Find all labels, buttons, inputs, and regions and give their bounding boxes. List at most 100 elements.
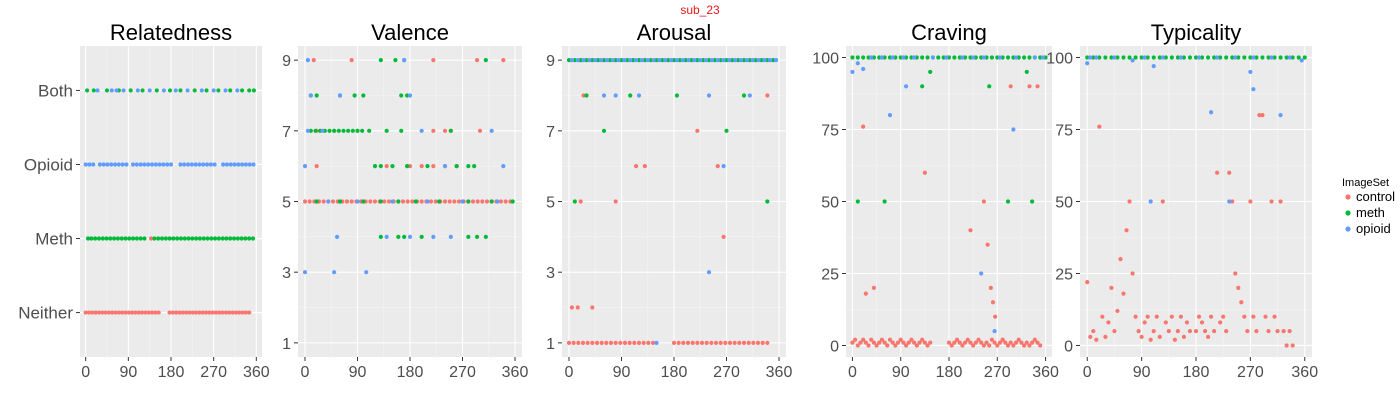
data-point [390,199,395,204]
data-point [1242,55,1247,60]
data-point [1193,55,1199,60]
data-point [922,340,927,345]
data-point [227,310,232,315]
data-point [1269,55,1274,60]
data-point [576,340,581,345]
data-point [690,340,695,345]
data-point [199,88,204,93]
data-point [1094,55,1099,60]
data-point [178,236,184,241]
data-point [361,93,366,98]
data-point [89,236,94,241]
data-point [367,128,372,133]
data-point [677,58,682,63]
data-point [681,340,686,345]
data-point [1302,55,1307,60]
series-meth [308,58,515,239]
data-point [1212,328,1217,334]
data-point [305,58,311,63]
data-point [510,199,515,204]
data-point [1257,113,1262,118]
data-point [114,88,119,93]
data-point [153,310,158,315]
data-point [466,199,471,204]
data-point [350,128,355,133]
data-point [123,236,128,241]
data-point [1103,55,1108,60]
data-point [1254,55,1259,60]
data-point [180,310,185,315]
data-point [1215,55,1220,60]
data-point [914,343,919,348]
data-point [1209,314,1214,319]
data-point [466,164,471,169]
x-tick-label: 90 [1133,364,1151,381]
data-point [981,343,986,348]
data-point [699,340,705,345]
data-point [898,337,903,342]
data-point [874,343,879,348]
data-point [1139,55,1144,60]
data-point [1136,328,1141,334]
data-point [885,343,890,348]
data-point [584,58,589,63]
data-point [1172,337,1177,342]
data-point [326,199,331,204]
data-point [466,234,471,239]
y-tick-label: 9 [282,53,291,70]
data-point [1212,55,1217,60]
data-point [378,199,383,204]
data-point [243,236,248,241]
data-point [610,58,615,63]
data-point [216,236,221,241]
data-point [130,236,136,241]
data-point [1205,334,1211,339]
data-point [987,343,992,348]
data-point [165,162,170,167]
data-point [1236,285,1241,290]
data-point [228,236,233,241]
data-point [578,58,583,63]
data-point [1209,110,1214,115]
data-point [718,58,723,63]
data-point [607,58,612,63]
data-point [674,93,680,98]
legend-label: control [1356,189,1395,204]
y-tick-label: 75 [1055,123,1073,140]
data-point [1266,328,1271,334]
data-point [1151,328,1156,334]
y-tick-label: 3 [546,265,555,282]
data-point [239,88,245,93]
data-point [116,162,121,167]
data-point [1157,55,1162,60]
data-point [1227,199,1232,204]
data-point [1148,199,1153,204]
data-point [861,66,866,72]
data-point [741,93,747,98]
data-point [771,58,776,63]
data-point [224,236,229,241]
data-point [1027,55,1032,60]
data-point [1239,300,1244,305]
data-point [668,58,674,63]
data-point [944,55,949,60]
data-point [428,199,434,204]
data-point [378,164,383,169]
data-point [689,58,694,63]
data-point [332,270,337,275]
data-point [337,199,343,204]
data-point [334,234,340,239]
data-point [120,310,125,315]
data-point [685,340,691,345]
data-point [378,58,383,63]
data-point [1248,69,1253,75]
data-point [1118,256,1123,262]
x-tick-label: 0 [81,364,90,381]
data-point [671,340,677,345]
data-point [170,310,175,315]
data-point [608,340,614,345]
data-point [431,234,436,239]
y-tick-label: Neither [18,304,73,323]
data-point [321,199,326,204]
data-point [701,58,706,63]
